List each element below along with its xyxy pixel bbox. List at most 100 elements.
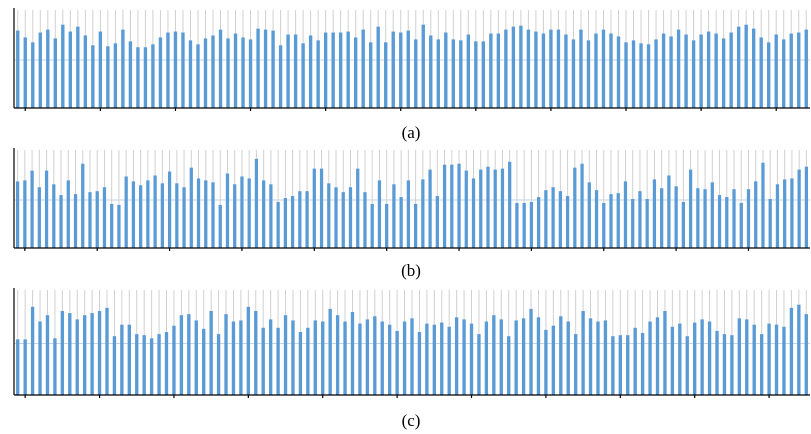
bar (573, 167, 577, 248)
bar (224, 314, 228, 395)
bar (209, 311, 213, 395)
bar (474, 41, 478, 108)
bar (402, 321, 407, 395)
bar (667, 175, 671, 248)
bar (127, 324, 131, 395)
bar (703, 189, 707, 248)
bar (688, 169, 693, 248)
bar (369, 42, 373, 109)
bar (514, 320, 518, 395)
bar (558, 191, 562, 248)
bar (521, 318, 526, 395)
bar (124, 176, 128, 248)
caption-c: (c) (402, 411, 421, 430)
bar (775, 184, 780, 248)
bar (246, 306, 251, 395)
bar (663, 311, 667, 395)
bar (254, 311, 258, 395)
bar (774, 324, 779, 395)
bar (301, 43, 305, 108)
bar (121, 29, 125, 109)
bar (321, 321, 325, 395)
bar (611, 336, 615, 395)
bar (278, 45, 283, 108)
caption-b: (b) (401, 261, 421, 280)
bar (549, 29, 553, 109)
bar (454, 317, 459, 395)
bar (263, 29, 268, 109)
bar (248, 39, 253, 108)
bar (30, 170, 34, 248)
bar (23, 339, 27, 395)
bar (511, 26, 516, 108)
bar (91, 45, 95, 108)
bar (268, 319, 273, 395)
bar (158, 37, 163, 108)
bar (479, 169, 483, 248)
bar (752, 324, 756, 395)
bar (194, 320, 198, 395)
bar (529, 308, 533, 395)
bar (81, 163, 85, 248)
bar (797, 169, 801, 248)
bar (269, 184, 273, 248)
bar (646, 44, 651, 108)
bar (350, 312, 355, 395)
bar (444, 32, 448, 108)
bar (254, 158, 259, 248)
bar (519, 25, 523, 108)
bar (624, 42, 628, 109)
bar (406, 30, 410, 108)
bar (95, 191, 99, 248)
caption-a: (a) (402, 123, 421, 142)
bar (774, 34, 778, 108)
bar (588, 318, 593, 395)
bar (395, 330, 399, 395)
bar (139, 185, 143, 248)
bar (293, 34, 298, 108)
bar (83, 35, 88, 109)
bar (790, 178, 794, 248)
bar (298, 191, 302, 248)
bar (768, 199, 772, 248)
bar (233, 33, 238, 108)
bar (466, 34, 471, 108)
bar (365, 319, 370, 395)
bar (693, 322, 697, 395)
panel-a (13, 8, 810, 111)
bar (652, 179, 657, 248)
bar (406, 180, 411, 248)
bar (534, 31, 538, 109)
bar (537, 197, 541, 248)
bar (471, 178, 476, 248)
bar (428, 169, 432, 248)
bar (759, 334, 764, 395)
bar (661, 33, 666, 108)
bar (645, 199, 649, 248)
bar (739, 202, 743, 248)
bar (370, 203, 374, 248)
bar (256, 28, 260, 108)
bar (450, 164, 454, 248)
bar (696, 188, 700, 248)
bar (457, 163, 461, 248)
bar (429, 35, 433, 109)
bar (196, 178, 201, 248)
bar (196, 44, 200, 108)
bar (425, 323, 429, 395)
bar (678, 323, 682, 395)
bar (385, 203, 389, 248)
bar (638, 191, 642, 248)
bar (392, 184, 396, 248)
bar (23, 37, 27, 108)
bar (489, 33, 493, 108)
bar (594, 33, 598, 108)
bar (442, 164, 447, 248)
bar (283, 315, 288, 395)
bar (16, 30, 20, 108)
bar (135, 334, 139, 395)
bar (240, 176, 244, 248)
bar (131, 181, 136, 248)
bar (631, 40, 636, 108)
